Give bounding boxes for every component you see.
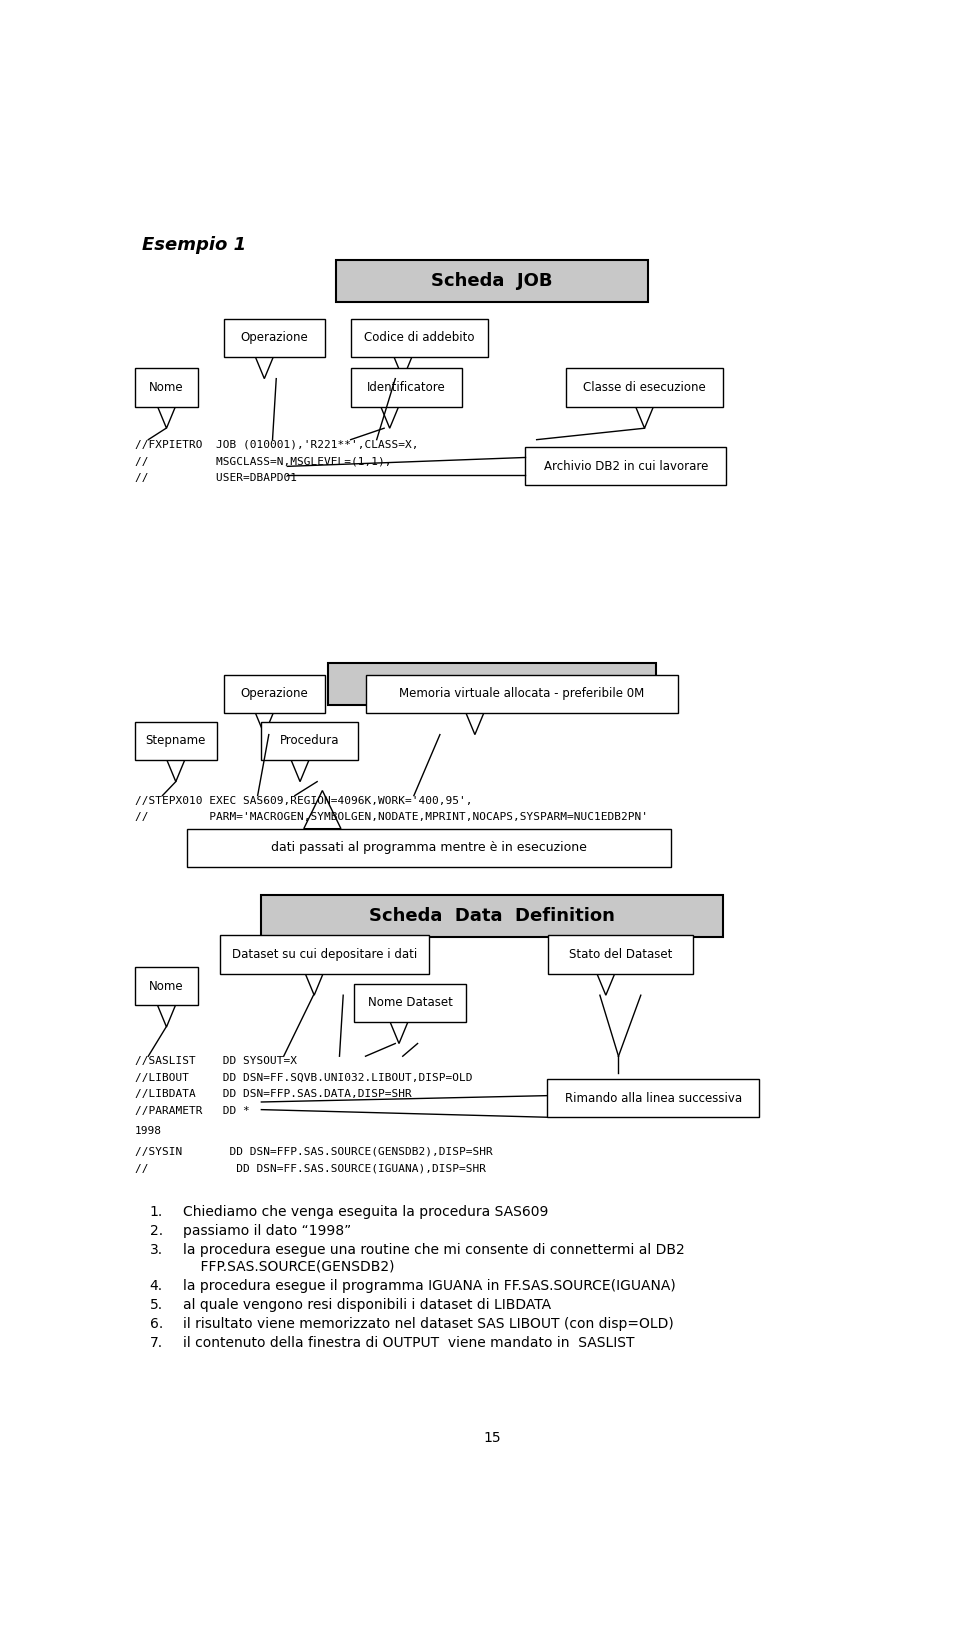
Polygon shape — [390, 1022, 408, 1043]
Text: //SYSIN       DD DSN=FFP.SAS.SOURCE(GENSDB2),DISP=SHR: //SYSIN DD DSN=FFP.SAS.SOURCE(GENSDB2),D… — [134, 1146, 492, 1156]
FancyBboxPatch shape — [336, 259, 648, 302]
Text: //LIBDATA    DD DSN=FFP.SAS.DATA,DISP=SHR: //LIBDATA DD DSN=FFP.SAS.DATA,DISP=SHR — [134, 1090, 412, 1100]
FancyBboxPatch shape — [261, 721, 358, 759]
Text: Dataset su cui depositare i dati: Dataset su cui depositare i dati — [232, 948, 418, 961]
FancyBboxPatch shape — [548, 936, 693, 974]
Text: Archivio DB2 in cui lavorare: Archivio DB2 in cui lavorare — [543, 461, 708, 472]
FancyBboxPatch shape — [221, 936, 429, 974]
Text: il contenuto della finestra di OUTPUT  viene mandato in  SASLIST: il contenuto della finestra di OUTPUT vi… — [183, 1336, 635, 1351]
FancyBboxPatch shape — [187, 829, 670, 867]
Text: Operazione: Operazione — [241, 332, 308, 345]
Text: Scheda  JOB: Scheda JOB — [431, 272, 553, 291]
Text: Nome: Nome — [149, 381, 183, 395]
FancyBboxPatch shape — [350, 368, 462, 406]
Text: //PARAMETR   DD *: //PARAMETR DD * — [134, 1106, 250, 1116]
FancyBboxPatch shape — [328, 662, 656, 705]
FancyBboxPatch shape — [134, 721, 217, 759]
Polygon shape — [381, 406, 398, 428]
Text: 4.: 4. — [150, 1280, 163, 1293]
Text: Stepname: Stepname — [146, 735, 206, 748]
Polygon shape — [466, 713, 484, 735]
Text: Stato del Dataset: Stato del Dataset — [568, 948, 672, 961]
Text: Chiediamo che venga eseguita la procedura SAS609: Chiediamo che venga eseguita la procedur… — [183, 1205, 548, 1218]
Polygon shape — [157, 1005, 176, 1027]
Text: Memoria virtuale allocata - preferibile 0M: Memoria virtuale allocata - preferibile … — [399, 687, 644, 700]
Text: la procedura esegue il programma IGUANA in FF.SAS.SOURCE(IGUANA): la procedura esegue il programma IGUANA … — [183, 1280, 676, 1293]
Text: il risultato viene memorizzato nel dataset SAS LIBOUT (con disp=OLD): il risultato viene memorizzato nel datas… — [183, 1317, 674, 1331]
Text: 3.: 3. — [150, 1243, 163, 1256]
Text: Esempio 1: Esempio 1 — [142, 236, 247, 254]
Text: 1.: 1. — [150, 1205, 163, 1218]
Polygon shape — [255, 713, 274, 735]
Polygon shape — [291, 759, 309, 781]
Polygon shape — [597, 974, 614, 996]
Text: Nome Dataset: Nome Dataset — [368, 996, 452, 1009]
FancyBboxPatch shape — [134, 967, 198, 1005]
Text: Nome: Nome — [149, 979, 183, 992]
FancyBboxPatch shape — [225, 675, 324, 713]
FancyBboxPatch shape — [350, 319, 489, 357]
Text: Operazione: Operazione — [241, 687, 308, 700]
Text: Classe di esecuzione: Classe di esecuzione — [583, 381, 706, 395]
Text: al quale vengono resi disponibili i dataset di LIBDATA: al quale vengono resi disponibili i data… — [183, 1298, 551, 1313]
Text: //STEPX010 EXEC SAS609,REGION=4096K,WORK='400,95',: //STEPX010 EXEC SAS609,REGION=4096K,WORK… — [134, 796, 472, 806]
Polygon shape — [636, 406, 654, 428]
Text: 15: 15 — [483, 1431, 501, 1445]
Text: //FXPIETRO  JOB (010001),'R221**',CLASS=X,: //FXPIETRO JOB (010001),'R221**',CLASS=X… — [134, 439, 419, 449]
Text: 2.: 2. — [150, 1223, 163, 1238]
Polygon shape — [167, 759, 184, 781]
Polygon shape — [255, 357, 274, 378]
Text: passiamo il dato “1998”: passiamo il dato “1998” — [183, 1223, 351, 1238]
FancyBboxPatch shape — [366, 675, 678, 713]
Text: Codice di addebito: Codice di addebito — [364, 332, 474, 345]
Text: Procedura: Procedura — [280, 735, 340, 748]
Text: Scheda  EXEC: Scheda EXEC — [423, 675, 561, 693]
FancyBboxPatch shape — [261, 895, 723, 938]
Polygon shape — [157, 406, 176, 428]
Text: //             DD DSN=FF.SAS.SOURCE(IGUANA),DISP=SHR: // DD DSN=FF.SAS.SOURCE(IGUANA),DISP=SHR — [134, 1162, 486, 1172]
Polygon shape — [305, 974, 324, 996]
Text: Rimando alla linea successiva: Rimando alla linea successiva — [564, 1091, 742, 1105]
Text: 7.: 7. — [150, 1336, 163, 1351]
FancyBboxPatch shape — [225, 319, 324, 357]
Text: //LIBOUT     DD DSN=FF.SQVB.UNI032.LIBOUT,DISP=OLD: //LIBOUT DD DSN=FF.SQVB.UNI032.LIBOUT,DI… — [134, 1073, 472, 1083]
Text: 6.: 6. — [150, 1317, 163, 1331]
Polygon shape — [394, 357, 412, 378]
Text: //         PARM='MACROGEN,SYMBOLGEN,NODATE,MPRINT,NOCAPS,SYSPARM=NUC1EDB2PN': // PARM='MACROGEN,SYMBOLGEN,NODATE,MPRIN… — [134, 812, 648, 822]
Polygon shape — [303, 791, 341, 829]
FancyBboxPatch shape — [547, 1080, 759, 1118]
Text: 5.: 5. — [150, 1298, 163, 1313]
FancyBboxPatch shape — [354, 984, 466, 1022]
FancyBboxPatch shape — [134, 368, 198, 406]
Text: 1998: 1998 — [134, 1126, 162, 1136]
FancyBboxPatch shape — [566, 368, 723, 406]
Text: //          MSGCLASS=N,MSGLEVEL=(1,1),: // MSGCLASS=N,MSGLEVEL=(1,1), — [134, 456, 392, 466]
Text: Identificatore: Identificatore — [367, 381, 445, 395]
FancyBboxPatch shape — [525, 447, 727, 485]
Text: //SASLIST    DD SYSOUT=X: //SASLIST DD SYSOUT=X — [134, 1057, 297, 1067]
Text: la procedura esegue una routine che mi consente di connettermi al DB2: la procedura esegue una routine che mi c… — [183, 1243, 685, 1256]
Text: //          USER=DBAPD01: // USER=DBAPD01 — [134, 472, 297, 482]
Text: FFP.SAS.SOURCE(GENSDB2): FFP.SAS.SOURCE(GENSDB2) — [183, 1260, 395, 1273]
Text: Scheda  Data  Definition: Scheda Data Definition — [369, 908, 615, 926]
Text: dati passati al programma mentre è in esecuzione: dati passati al programma mentre è in es… — [271, 842, 587, 854]
